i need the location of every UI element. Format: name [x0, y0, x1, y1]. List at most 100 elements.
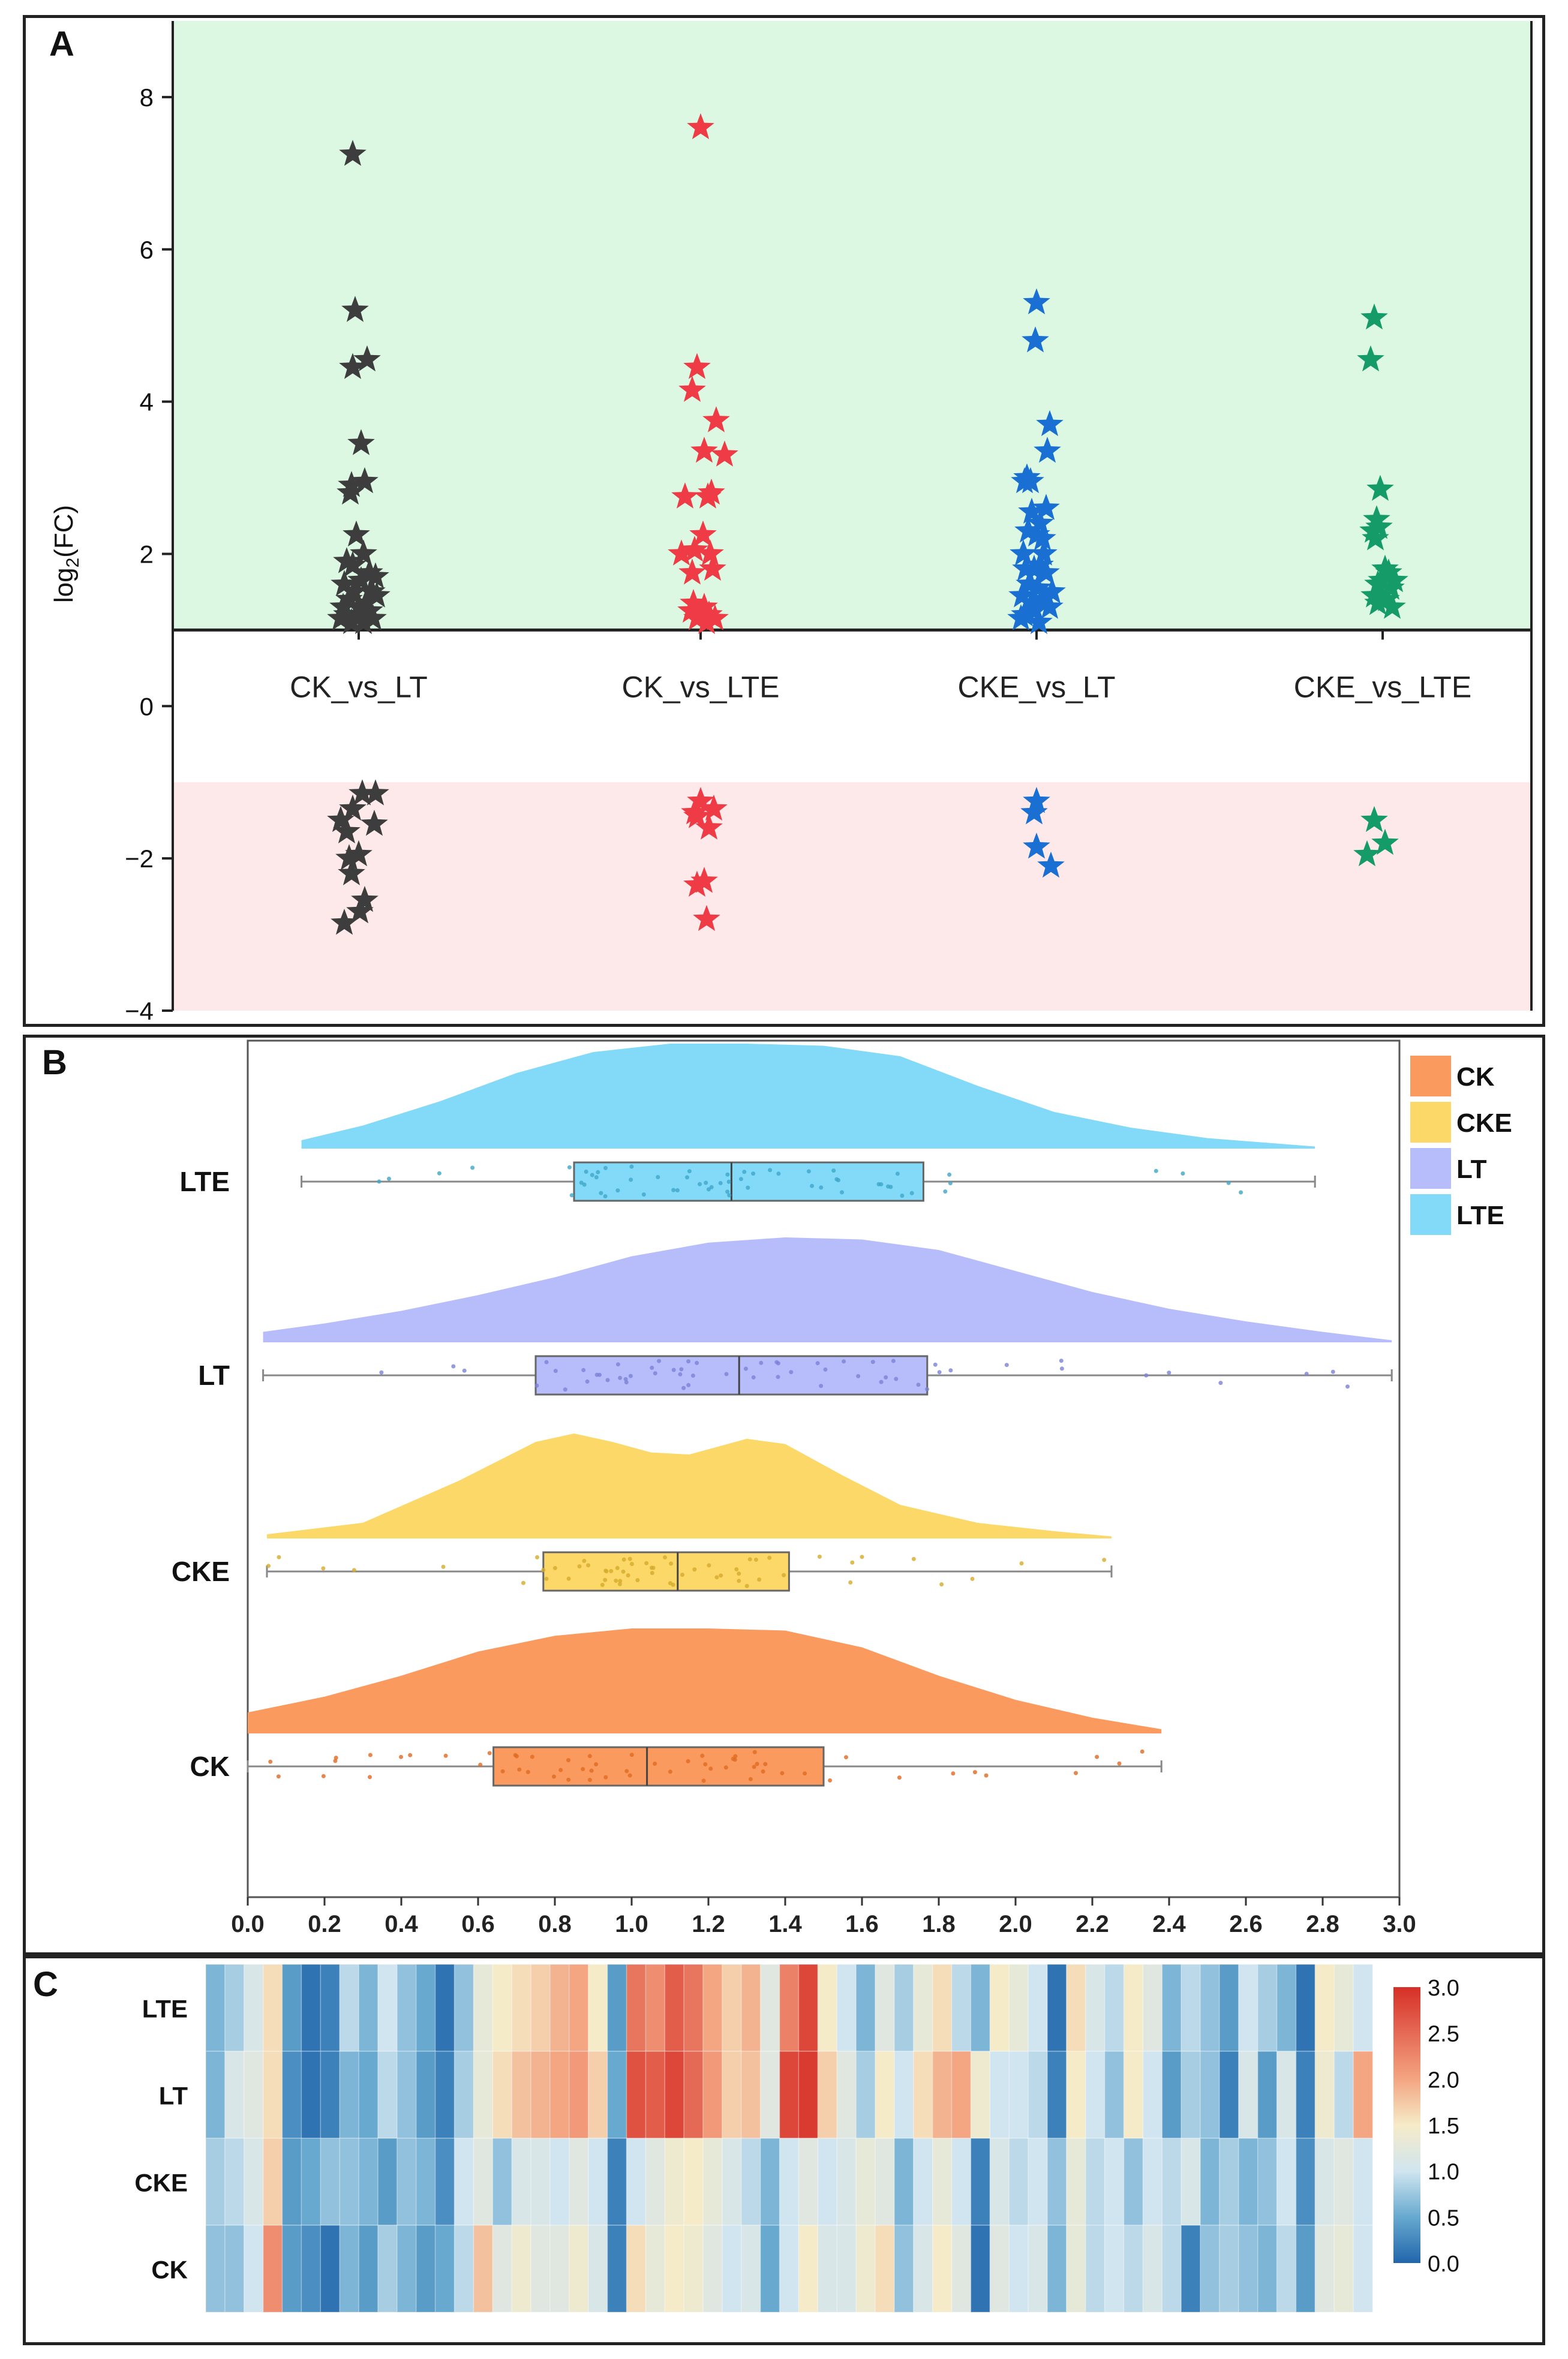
x-tick-label: 0.6	[461, 1911, 495, 1937]
jitter-point	[789, 1370, 794, 1375]
jitter-point	[599, 1191, 603, 1195]
data-point-star	[693, 608, 720, 635]
jitter-point	[567, 1165, 572, 1170]
legend-swatch	[1410, 1102, 1451, 1143]
jitter-point	[586, 1563, 591, 1568]
x-category-label: CK_vs_LTE	[621, 670, 779, 704]
jitter-point	[605, 1378, 610, 1383]
heatmap-cell	[1238, 2051, 1258, 2139]
jitter-point	[726, 1179, 731, 1184]
heatmap-cell	[377, 1964, 398, 2052]
heatmap-cell	[1008, 2051, 1029, 2139]
data-point-star	[1036, 410, 1064, 437]
data-point-star	[678, 375, 706, 402]
legend-label: LTE	[1456, 1201, 1504, 1230]
jitter-point	[937, 1370, 942, 1375]
jitter-point	[891, 1359, 896, 1363]
heatmap-cell	[301, 1964, 322, 2052]
jitter-point	[763, 1762, 768, 1766]
jitter-point	[650, 1571, 654, 1575]
heatmap-cell	[932, 2225, 953, 2313]
jitter-point	[587, 1778, 592, 1782]
heatmap-cell	[262, 2051, 283, 2139]
jitter-point	[628, 1374, 633, 1378]
data-point-star	[1038, 577, 1066, 604]
data-point-star	[362, 779, 389, 806]
data-point-star	[687, 787, 714, 813]
jitter-point	[629, 1562, 634, 1566]
heatmap-cell	[339, 1964, 360, 2052]
heatmap-cell	[779, 2051, 800, 2139]
data-point-star	[1016, 570, 1043, 596]
x-category-label: CKE_vs_LT	[957, 670, 1115, 704]
jitter-point	[1218, 1381, 1223, 1386]
y-axis-label: log2(FC)	[49, 505, 83, 603]
heatmap-cell	[664, 2138, 685, 2226]
jitter-point	[603, 1194, 608, 1198]
jitter-point	[535, 1555, 539, 1559]
heatmap-cell	[224, 2051, 245, 2139]
data-point-star	[1023, 288, 1050, 314]
jitter-point	[704, 1180, 708, 1185]
jitter-point	[707, 1563, 711, 1568]
x-tick-label: 1.8	[922, 1911, 956, 1937]
heatmap-cell	[1180, 2051, 1201, 2139]
heatmap-cell	[320, 1964, 341, 2052]
heatmap-cell	[759, 2138, 780, 2226]
jitter-point	[563, 1387, 567, 1392]
data-point-star	[694, 482, 722, 509]
heatmap-cell	[453, 1964, 474, 2052]
jitter-point	[589, 1768, 594, 1773]
jitter-point	[621, 1569, 626, 1574]
jitter-point	[810, 1183, 815, 1188]
jitter-point	[1167, 1371, 1172, 1375]
data-point-star	[361, 810, 388, 836]
heatmap-cell	[606, 2051, 627, 2139]
y-tick-label: 2	[140, 540, 154, 568]
heatmap-cell	[1219, 2225, 1240, 2313]
heatmap-cell	[817, 2138, 838, 2226]
jitter-point	[600, 1582, 605, 1587]
data-point-star	[1368, 566, 1395, 593]
heatmap-cell	[779, 1964, 800, 2052]
heatmap-cell	[645, 1964, 666, 2052]
heatmap-cell	[817, 2225, 838, 2313]
jitter-point	[541, 1568, 546, 1572]
jitter-point	[698, 1182, 702, 1186]
heatmap-cell	[1161, 2225, 1182, 2313]
heatmap-cell	[970, 2051, 991, 2139]
x-category-label: CKE_vs_LTE	[1294, 670, 1471, 704]
jitter-point	[844, 1755, 848, 1760]
data-point-star	[671, 482, 699, 509]
data-point-star	[1037, 851, 1065, 878]
data-point-star	[335, 844, 363, 870]
jitter-point	[615, 1565, 620, 1570]
legend-label: CKE	[1456, 1108, 1512, 1138]
jitter-point	[897, 1775, 902, 1780]
data-point-star	[683, 870, 711, 897]
jitter-point	[943, 1189, 948, 1194]
row-label: CKE	[134, 2169, 188, 2197]
jitter-point	[641, 1192, 646, 1197]
x-tick-label: 0.4	[385, 1911, 418, 1937]
jitter-point	[706, 1187, 711, 1192]
heatmap-cell	[453, 2051, 474, 2139]
heatmap-cell	[1314, 2138, 1335, 2226]
heatmap-cell	[1028, 2051, 1049, 2139]
jitter-point	[1140, 1749, 1145, 1754]
data-point-star	[341, 296, 369, 322]
heatmap-cell	[1219, 2051, 1240, 2139]
heatmap-cell	[722, 2051, 743, 2139]
jitter-point	[618, 1375, 623, 1380]
x-tick-label: 1.4	[768, 1911, 802, 1937]
jitter-point	[850, 1560, 855, 1565]
heatmap-cell	[301, 2138, 322, 2226]
heatmap-cell	[1257, 2138, 1278, 2226]
jitter-point	[534, 1383, 539, 1388]
heatmap-cell	[798, 2138, 819, 2226]
data-point-star	[1359, 516, 1387, 543]
data-point-star	[1008, 581, 1036, 608]
jitter-point	[759, 1360, 764, 1365]
heatmap-cell	[377, 2051, 398, 2139]
data-point-star	[339, 140, 367, 166]
